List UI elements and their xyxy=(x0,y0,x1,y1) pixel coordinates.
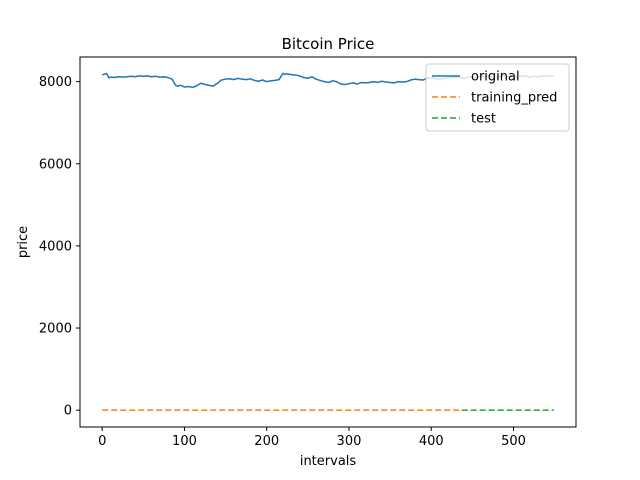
x-tick-label: 300 xyxy=(337,434,362,449)
axis-ticks: 0 100 200 300 400 500 0 2000 4000 6000 8000 xyxy=(39,75,526,449)
x-tick-label: 200 xyxy=(254,434,279,449)
y-tick-label: 8000 xyxy=(39,75,72,90)
y-tick-label: 0 xyxy=(64,404,72,419)
x-tick-label: 500 xyxy=(501,434,526,449)
legend-item-original: original xyxy=(432,70,520,85)
legend-item-training-pred: training_pred xyxy=(432,91,557,106)
axes-frame xyxy=(79,56,577,428)
x-tick-label: 100 xyxy=(172,434,197,449)
legend-label-original: original xyxy=(471,70,520,85)
x-axis-label: intervals xyxy=(300,454,357,469)
chart-title: Bitcoin Price xyxy=(282,35,375,53)
legend-box xyxy=(425,63,570,132)
y-axis-label: price xyxy=(16,226,31,258)
legend-item-test: test xyxy=(432,112,496,127)
y-tick-label: 4000 xyxy=(39,239,72,254)
x-tick-label: 400 xyxy=(419,434,444,449)
y-tick-label: 6000 xyxy=(39,157,72,172)
legend-label-training-pred: training_pred xyxy=(471,91,557,106)
y-tick-label: 2000 xyxy=(39,322,72,337)
legend-label-test: test xyxy=(471,112,496,127)
x-tick-label: 0 xyxy=(98,434,106,449)
